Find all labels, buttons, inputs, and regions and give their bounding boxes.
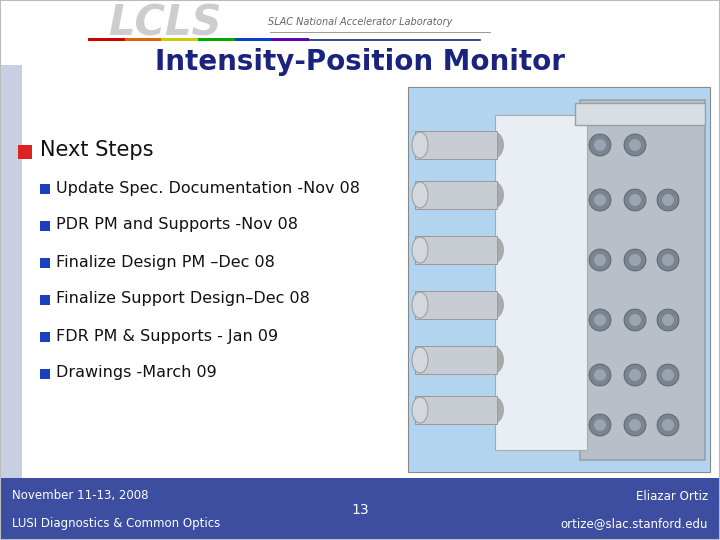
Bar bbox=[40, 332, 50, 342]
Ellipse shape bbox=[412, 237, 428, 263]
Ellipse shape bbox=[482, 291, 504, 319]
Text: Update Spec. Documentation -Nov 08: Update Spec. Documentation -Nov 08 bbox=[56, 180, 360, 195]
Bar bbox=[415, 291, 497, 319]
Circle shape bbox=[629, 194, 641, 206]
Text: Eliazar Ortiz: Eliazar Ortiz bbox=[636, 489, 708, 503]
Circle shape bbox=[594, 139, 606, 151]
Bar bbox=[415, 236, 497, 264]
Circle shape bbox=[624, 189, 646, 211]
Bar bbox=[40, 258, 50, 268]
Circle shape bbox=[589, 364, 611, 386]
Text: PDR PM and Supports -Nov 08: PDR PM and Supports -Nov 08 bbox=[56, 218, 298, 233]
Ellipse shape bbox=[412, 132, 428, 158]
Bar bbox=[88, 37, 125, 41]
Text: LUSI Diagnostics & Common Optics: LUSI Diagnostics & Common Optics bbox=[12, 517, 220, 530]
Circle shape bbox=[594, 314, 606, 326]
Circle shape bbox=[629, 419, 641, 431]
Circle shape bbox=[589, 189, 611, 211]
Circle shape bbox=[589, 134, 611, 156]
Text: November 11-13, 2008: November 11-13, 2008 bbox=[12, 489, 148, 503]
Circle shape bbox=[657, 249, 679, 271]
Bar bbox=[40, 221, 50, 231]
Text: Finalize Support Design–Dec 08: Finalize Support Design–Dec 08 bbox=[56, 292, 310, 307]
Bar bbox=[575, 103, 705, 125]
Circle shape bbox=[594, 194, 606, 206]
Ellipse shape bbox=[412, 397, 428, 423]
Ellipse shape bbox=[482, 131, 504, 159]
Text: Intensity-Position Monitor: Intensity-Position Monitor bbox=[155, 48, 565, 76]
Bar bbox=[40, 295, 50, 305]
Circle shape bbox=[624, 364, 646, 386]
Ellipse shape bbox=[482, 396, 504, 424]
Ellipse shape bbox=[412, 347, 428, 373]
Circle shape bbox=[657, 414, 679, 436]
Bar bbox=[415, 346, 497, 374]
Text: ortize@slac.stanford.edu: ortize@slac.stanford.edu bbox=[560, 517, 708, 530]
Circle shape bbox=[629, 254, 641, 266]
Text: 13: 13 bbox=[351, 503, 369, 517]
Circle shape bbox=[662, 369, 674, 381]
Ellipse shape bbox=[482, 236, 504, 264]
Bar bbox=[415, 131, 497, 159]
Text: LCLS: LCLS bbox=[108, 3, 222, 45]
Circle shape bbox=[594, 254, 606, 266]
Circle shape bbox=[629, 139, 641, 151]
Circle shape bbox=[589, 249, 611, 271]
Bar bbox=[125, 37, 162, 41]
Circle shape bbox=[594, 419, 606, 431]
Circle shape bbox=[624, 414, 646, 436]
Ellipse shape bbox=[412, 292, 428, 318]
Text: Drawings -March 09: Drawings -March 09 bbox=[56, 366, 217, 381]
Circle shape bbox=[624, 309, 646, 331]
Circle shape bbox=[662, 254, 674, 266]
Circle shape bbox=[657, 364, 679, 386]
Circle shape bbox=[624, 134, 646, 156]
Bar bbox=[415, 181, 497, 209]
Bar bbox=[235, 37, 272, 41]
Text: Finalize Design PM –Dec 08: Finalize Design PM –Dec 08 bbox=[56, 254, 275, 269]
Bar bbox=[271, 37, 308, 41]
Circle shape bbox=[662, 194, 674, 206]
Circle shape bbox=[657, 309, 679, 331]
Bar bbox=[0, 478, 720, 540]
Circle shape bbox=[662, 419, 674, 431]
Circle shape bbox=[662, 314, 674, 326]
Circle shape bbox=[589, 414, 611, 436]
Bar bbox=[40, 184, 50, 194]
Bar bbox=[161, 37, 199, 41]
Bar bbox=[198, 37, 235, 41]
Bar bbox=[18, 145, 32, 159]
Circle shape bbox=[629, 369, 641, 381]
Circle shape bbox=[624, 249, 646, 271]
Circle shape bbox=[657, 189, 679, 211]
Circle shape bbox=[589, 309, 611, 331]
Ellipse shape bbox=[482, 346, 504, 374]
Bar bbox=[408, 87, 710, 472]
Bar bbox=[0, 65, 22, 480]
Bar bbox=[415, 396, 497, 424]
Text: SLAC National Accelerator Laboratory: SLAC National Accelerator Laboratory bbox=[268, 17, 452, 27]
Text: Next Steps: Next Steps bbox=[40, 140, 153, 160]
Text: FDR PM & Supports - Jan 09: FDR PM & Supports - Jan 09 bbox=[56, 328, 278, 343]
Bar bbox=[580, 100, 705, 460]
Ellipse shape bbox=[482, 181, 504, 209]
Circle shape bbox=[629, 314, 641, 326]
Circle shape bbox=[594, 369, 606, 381]
Bar bbox=[495, 115, 587, 450]
Ellipse shape bbox=[412, 182, 428, 208]
Bar bbox=[40, 369, 50, 379]
